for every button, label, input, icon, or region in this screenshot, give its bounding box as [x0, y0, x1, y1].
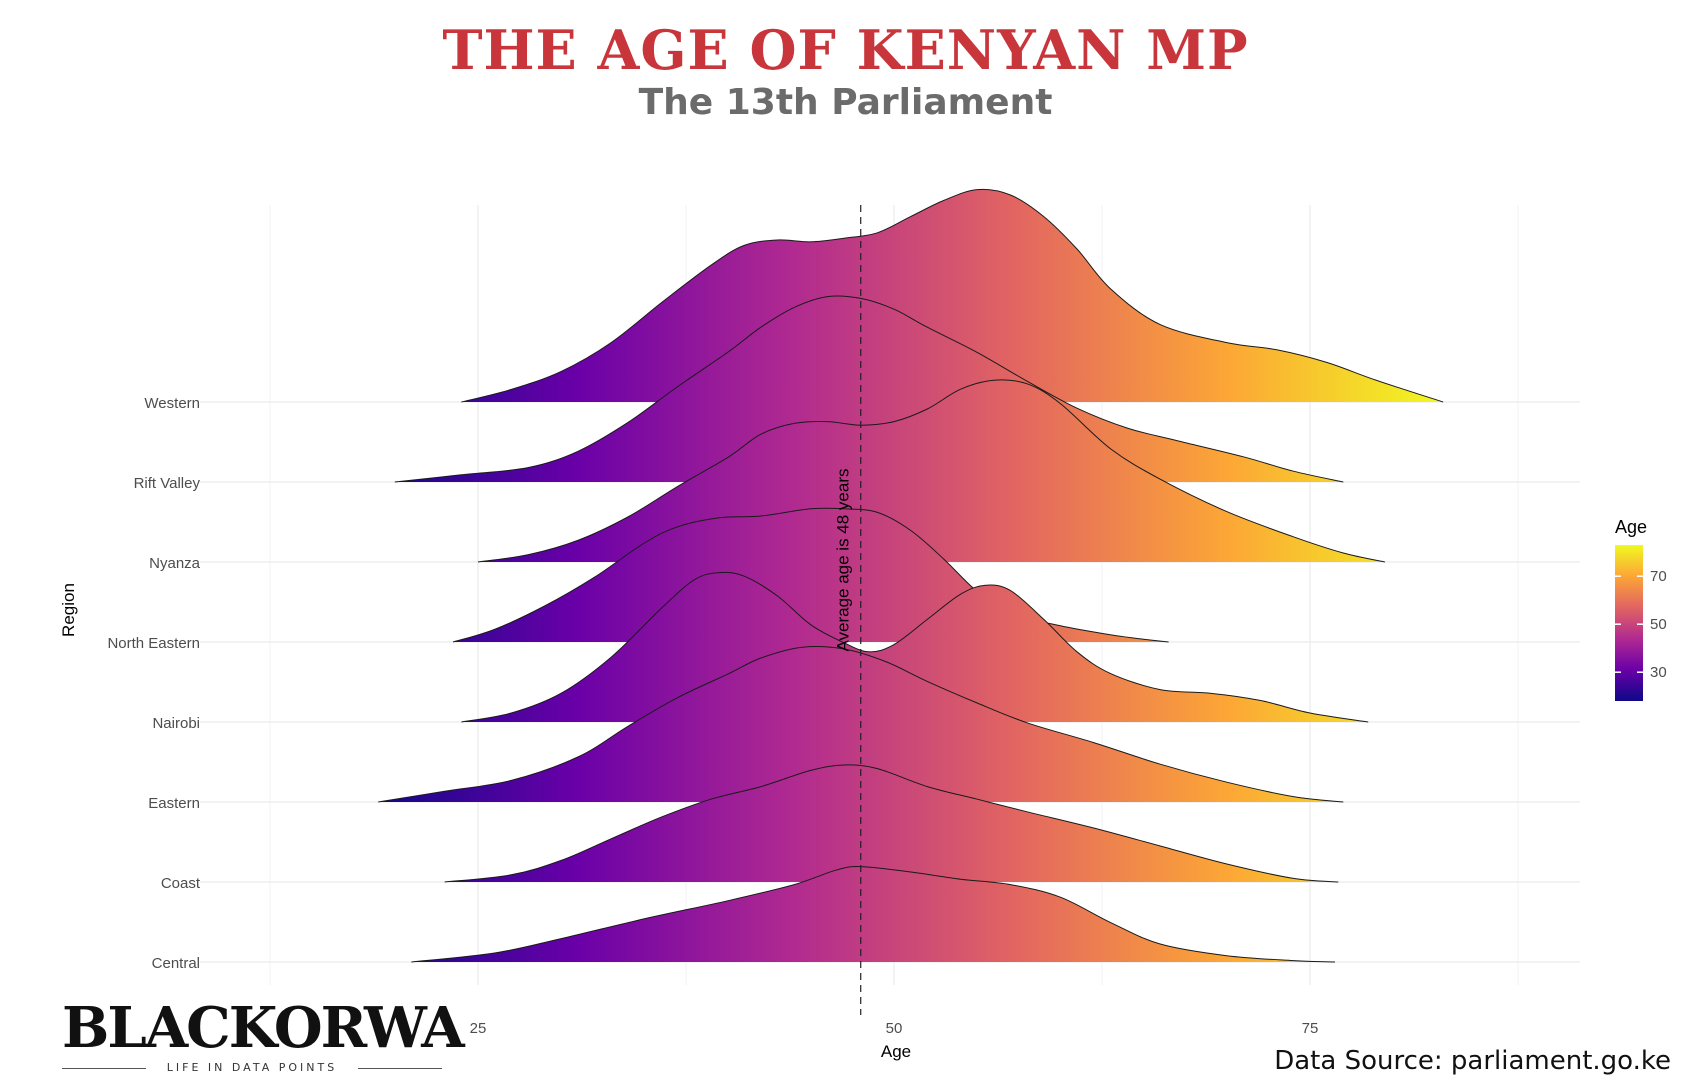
reference-line-group: Average age is 48 years: [834, 205, 862, 1015]
brand-name: BLACKORWA: [62, 995, 465, 1061]
legend-tick-label: 50: [1650, 616, 1667, 633]
brand-tagline-row: LIFE IN DATA POINTS: [62, 1060, 442, 1076]
ridge-outline-central: [411, 866, 1336, 963]
legend-colorbar: [1615, 545, 1643, 701]
ridge-outline-nyanza: [477, 379, 1386, 563]
ridge-western: [461, 189, 1444, 402]
y-axis-label: Region: [59, 583, 78, 637]
average-age-label: Average age is 48 years: [834, 468, 853, 651]
y-tick-label-nyanza: Nyanza: [149, 555, 201, 572]
legend-title: Age: [1615, 517, 1647, 537]
y-tick-label-coast: Coast: [161, 875, 201, 892]
data-source: Data Source: parliament.go.ke: [1274, 1046, 1671, 1076]
ridge-outline-north-eastern: [452, 507, 1169, 643]
y-tick-label-north-eastern: North Eastern: [107, 635, 200, 652]
ridge-outline-rift-valley: [394, 295, 1344, 483]
tagline-rule-left: [62, 1068, 146, 1069]
ridge-coast: [444, 764, 1339, 882]
ridges: [378, 188, 1444, 963]
x-tick-label: 25: [470, 1020, 487, 1037]
y-tick-label-western: Western: [144, 395, 200, 412]
brand-tagline: LIFE IN DATA POINTS: [166, 1061, 338, 1074]
ridge-central: [411, 866, 1335, 962]
y-tick-label-rift-valley: Rift Valley: [134, 475, 201, 492]
x-tick-label: 50: [886, 1020, 903, 1037]
chart-subtitle: The 13th Parliament: [638, 82, 1053, 123]
ridge-nyanza: [478, 379, 1385, 562]
ridge-outline-eastern: [378, 645, 1344, 803]
ridge-outline-western: [461, 188, 1444, 403]
color-legend: Age 30 50 70: [1615, 517, 1667, 701]
ridge-outline-coast: [444, 764, 1339, 883]
x-axis-label: Age: [881, 1042, 911, 1061]
y-tick-label-central: Central: [152, 955, 200, 972]
tagline-rule-right: [358, 1068, 442, 1069]
brand-logo: BLACKORWA LIFE IN DATA POINTS: [62, 995, 465, 1076]
x-tick-label: 75: [1302, 1020, 1319, 1037]
ridge-outline-nairobi: [461, 571, 1369, 723]
y-tick-label-nairobi: Nairobi: [152, 715, 200, 732]
ridge-rift-valley: [394, 295, 1344, 482]
y-tick-label-eastern: Eastern: [148, 795, 200, 812]
chart-title: THE AGE OF KENYAN MP: [442, 18, 1249, 82]
ridge-nairobi: [461, 572, 1369, 722]
legend-tick-label: 30: [1650, 664, 1667, 681]
legend-tick-label: 70: [1650, 568, 1667, 585]
axes: Region Age Western Rift Valley Nyanza North…: [59, 395, 1318, 1061]
